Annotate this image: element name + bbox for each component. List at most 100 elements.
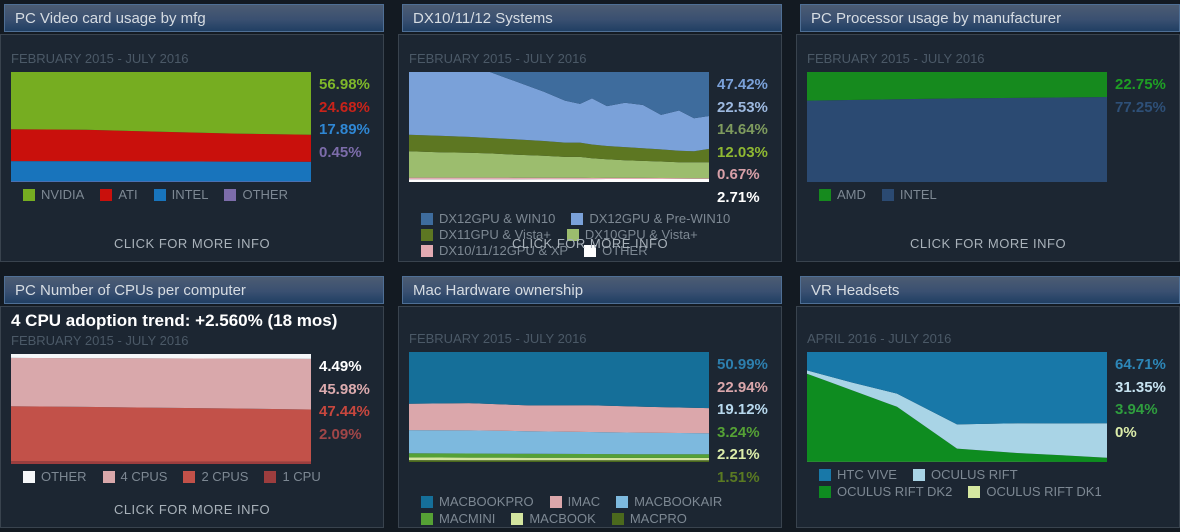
percent-label: 64.71% [1115, 356, 1166, 373]
panel-vr-headsets: VR Headsets APRIL 2016 - JULY 2016 64.71… [796, 276, 1180, 528]
area-other [11, 181, 311, 182]
click-for-more-info[interactable]: CLICK FOR MORE INFO [511, 236, 669, 251]
click-for-more-info[interactable]: CLICK FOR MORE INFO [113, 236, 271, 251]
chart-legend: OTHER 4 CPUS 2 CPUS 1 CPU [11, 469, 373, 486]
percent-labels: 64.71% 31.35% 3.94% 0% [1115, 352, 1166, 444]
date-range-label: FEBRUARY 2015 - JULY 2016 [409, 51, 587, 66]
legend-swatch [100, 189, 113, 201]
panel-body[interactable]: FEBRUARY 2015 - JULY 2016 47.42% 22.53% 14… [398, 34, 782, 262]
panel-processor-usage: PC Processor usage by manufacturer FEBRU… [796, 4, 1180, 262]
date-range-label: APRIL 2016 - JULY 2016 [807, 331, 952, 346]
legend-item: DX12GPU & WIN10 [421, 211, 555, 226]
legend-item: 4 CPUS [102, 469, 167, 485]
panel-body[interactable]: FEBRUARY 2015 - JULY 2016 22.75% 77.25% A… [796, 34, 1180, 262]
legend-label: OTHER [41, 469, 87, 484]
percent-label: 22.53% [717, 98, 768, 116]
legend-swatch [183, 471, 196, 483]
legend-label: DX12GPU & WIN10 [439, 211, 556, 226]
percent-labels: 4.49% 45.98% 47.44% 2.09% [319, 354, 370, 446]
percent-label: 0% [1115, 423, 1137, 441]
legend-label: OCULUS RIFT [930, 467, 1018, 482]
legend-swatch [421, 244, 433, 257]
area-dx12gpu-pre-win10 [409, 72, 709, 152]
legend-label: DX12GPU & Pre-WIN10 [589, 211, 731, 226]
legend-item: ATI [100, 187, 138, 203]
legend-swatch [968, 486, 981, 498]
area-intel [807, 97, 1107, 182]
legend-swatch [421, 212, 433, 225]
percent-label: 1.51% [717, 468, 760, 486]
panel-body[interactable]: FEBRUARY 2015 - JULY 2016 50.99% 22.94% 19… [398, 306, 782, 528]
panel-body[interactable]: 4 CPU adoption trend: +2.560% (18 mos) F… [0, 306, 384, 528]
panel-title: Mac Hardware ownership [413, 282, 584, 299]
percent-label: 2.71% [717, 188, 760, 206]
legend-item: OTHER [23, 469, 87, 485]
area-htc-vive [807, 352, 1107, 425]
chart-legend: AMD INTEL [807, 187, 1169, 204]
click-for-more-info[interactable]: CLICK FOR MORE INFO [113, 502, 271, 517]
area-nvidia [11, 72, 311, 135]
legend-item: OCULUS RIFT DK2 [819, 484, 952, 500]
legend-label: MACBOOK [529, 511, 596, 526]
panel-title: VR Headsets [811, 282, 900, 299]
click-for-more-info[interactable]: CLICK FOR MORE INFO [909, 236, 1067, 251]
legend-swatch [421, 496, 433, 508]
panel-title-bar: DX10/11/12 Systems [402, 4, 782, 32]
legend-item: NVIDIA [23, 187, 84, 203]
legend-item: INTEL [153, 187, 209, 203]
panel-body[interactable]: APRIL 2016 - JULY 2016 64.71% 31.35% 3.94%… [796, 306, 1180, 528]
chart-legend: HTC VIVE OCULUS RIFT OCULUS RIFT DK2 OCULUS… [807, 467, 1169, 501]
percent-label: 50.99% [717, 356, 768, 373]
area-dx11gpu-vista- [409, 134, 709, 163]
area-imac [409, 403, 709, 434]
percent-label: 4.49% [319, 358, 362, 375]
legend-item: MACBOOK [511, 511, 596, 527]
chart-row: 4.49% 45.98% 47.44% 2.09% [11, 354, 373, 464]
percent-label: 19.12% [717, 401, 768, 418]
panel-title: PC Number of CPUs per computer [15, 282, 246, 299]
chart-row: 22.75% 77.25% [807, 72, 1169, 182]
panel-title-bar: VR Headsets [800, 276, 1180, 304]
legend-item: IMAC [549, 494, 600, 510]
chart-row: 56.98% 24.68% 17.89% 0.45% [11, 72, 373, 182]
legend-swatch [264, 471, 277, 483]
date-range-label: FEBRUARY 2015 - JULY 2016 [11, 333, 189, 348]
legend-swatch [153, 189, 166, 201]
legend-label: OTHER [242, 187, 288, 202]
area-dx10gpu-vista- [409, 151, 709, 179]
legend-item: OTHER [584, 243, 648, 258]
chart-legend: NVIDIA ATI INTEL OTHER [11, 187, 373, 204]
percent-labels: 56.98% 24.68% 17.89% 0.45% [319, 72, 370, 164]
legend-label: 2 CPUS [201, 469, 249, 484]
legend-item: 2 CPUS [183, 469, 248, 485]
legend-item: 1 CPU [264, 469, 321, 485]
panel-dx-systems: DX10/11/12 Systems FEBRUARY 2015 - JULY … [398, 4, 782, 262]
legend-item: DX10/11/12GPU & XP [421, 243, 568, 258]
area-intel [11, 161, 311, 182]
legend-swatch [224, 189, 237, 201]
legend-label: OTHER [602, 243, 648, 258]
date-range-label: FEBRUARY 2015 - JULY 2016 [807, 51, 985, 66]
legend-label: MACPRO [629, 511, 687, 526]
percent-label: 14.64% [717, 121, 768, 138]
panel-title-bar: PC Video card usage by mfg [4, 4, 384, 32]
legend-swatch [421, 228, 433, 241]
percent-label: 47.42% [717, 76, 768, 93]
area-oculus-rift [807, 370, 1107, 458]
percent-label: 22.75% [1115, 76, 1166, 93]
legend-label: MACMINI [439, 511, 496, 526]
percent-label: 56.98% [319, 76, 370, 93]
legend-item: OCULUS RIFT [912, 467, 1018, 483]
legend-item: OTHER [224, 187, 288, 203]
chart-row: 64.71% 31.35% 3.94% 0% [807, 352, 1169, 462]
legend-label: INTEL [171, 187, 209, 202]
legend-item: DX12GPU & Pre-WIN10 [571, 211, 730, 226]
percent-label: 47.44% [319, 403, 370, 420]
legend-item: AMD [819, 187, 866, 203]
legend-swatch [819, 189, 831, 201]
legend-label: 1 CPU [282, 469, 321, 484]
area-macbookair [409, 430, 709, 455]
panel-body[interactable]: FEBRUARY 2015 - JULY 2016 56.98% 24.68% 17… [0, 34, 384, 262]
panel-title-bar: PC Number of CPUs per computer [4, 276, 384, 304]
